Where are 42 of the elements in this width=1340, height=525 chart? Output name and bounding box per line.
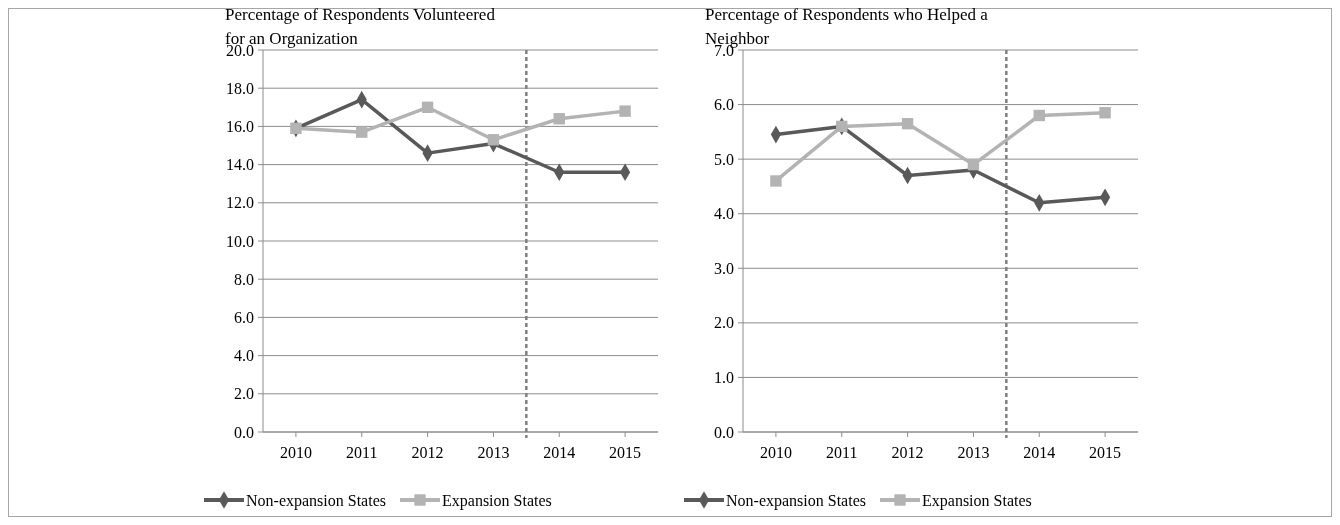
x-tick-label: 2011 [346, 444, 378, 461]
x-tick-label: 2010 [279, 444, 312, 461]
point [619, 105, 631, 117]
point [1033, 109, 1045, 122]
y-tick-label: 12.0 [226, 194, 254, 212]
x-tick-label: 2015 [1089, 444, 1122, 461]
y-tick-label: 2.0 [234, 385, 254, 403]
x-tick-label: 2013 [957, 444, 990, 461]
x-tick-label: 2013 [477, 444, 510, 461]
y-tick-label: 8.0 [234, 270, 254, 288]
point [1099, 107, 1111, 119]
point [553, 113, 565, 125]
x-tick-label: 2014 [1023, 444, 1056, 461]
y-tick-label: 6.0 [234, 309, 254, 326]
y-tick-label: 6.0 [714, 96, 734, 114]
y-tick-label: 10.0 [226, 232, 254, 250]
point [421, 101, 434, 113]
legend-label: Expansion States [922, 491, 1032, 510]
y-tick-label: 3.0 [714, 259, 734, 277]
y-tick-label: 4.0 [714, 205, 734, 223]
point [487, 134, 500, 146]
y-tick-label: 14.0 [226, 156, 254, 174]
point [901, 117, 914, 130]
y-tick-label: 2.0 [714, 314, 734, 332]
y-tick-label: 16.0 [226, 118, 254, 135]
x-tick-label: 2012 [411, 444, 444, 461]
y-tick-label: 18.0 [226, 79, 254, 97]
legend-label: Expansion States [442, 491, 552, 510]
y-tick-label: 0.0 [234, 423, 254, 441]
y-tick-label: 1.0 [714, 369, 734, 387]
y-tick-label: 5.0 [714, 150, 734, 168]
point [356, 126, 368, 138]
legend-label: Non-expansion States [246, 491, 386, 510]
point [770, 175, 782, 187]
x-tick-label: 2014 [543, 444, 576, 461]
x-tick-label: 2010 [759, 444, 792, 461]
y-tick-label: 0.0 [714, 423, 734, 441]
x-tick-label: 2012 [891, 444, 924, 461]
legend-label: Non-expansion States [726, 491, 866, 510]
x-tick-label: 2011 [826, 444, 858, 461]
x-tick-label: 2015 [609, 444, 642, 461]
y-tick-label: 4.0 [234, 347, 254, 365]
